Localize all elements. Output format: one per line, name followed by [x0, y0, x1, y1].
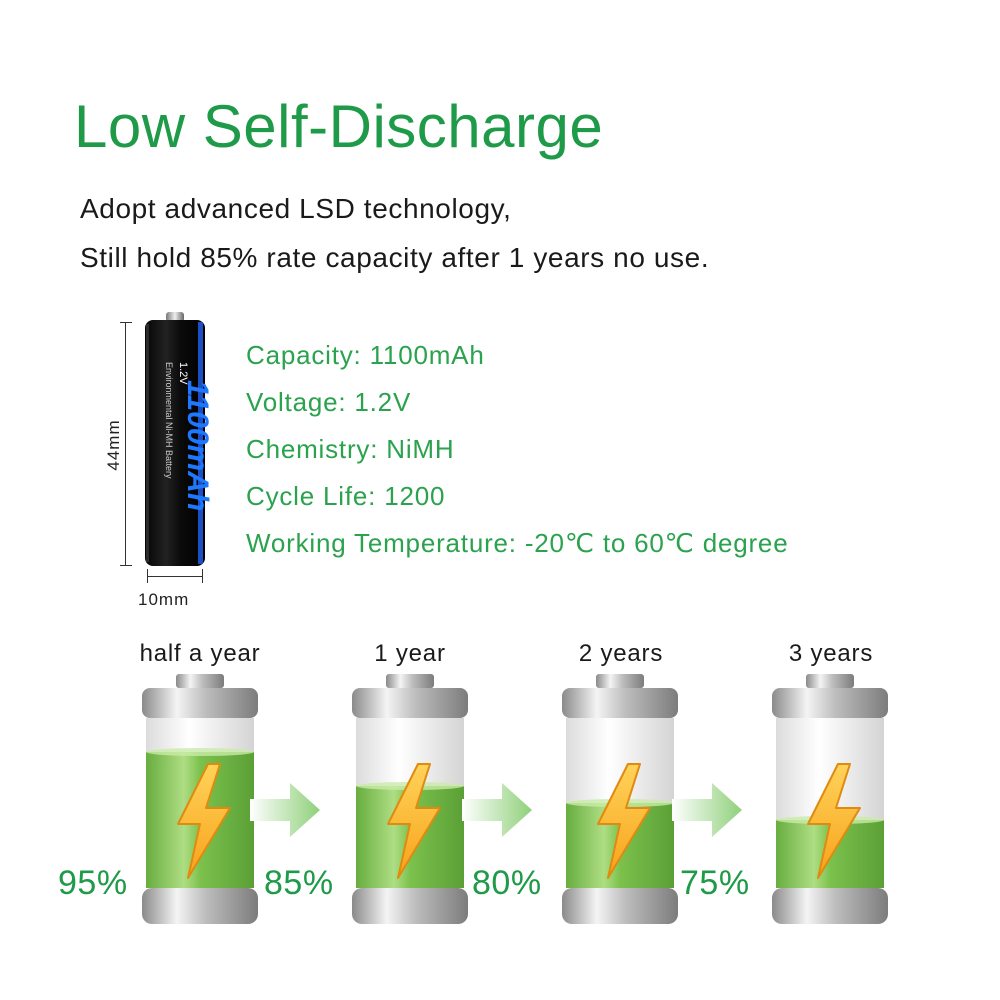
progress-arrow-icon — [462, 783, 532, 837]
battery-charge-cell — [772, 674, 888, 924]
progress-arrow-icon — [672, 783, 742, 837]
width-dimension-line — [147, 569, 203, 583]
period-label-half-year: half a year — [139, 640, 261, 667]
percent-label-95: 95% — [58, 864, 128, 902]
battery-charge-cell — [562, 674, 678, 924]
spec-voltage: Voltage: 1.2V — [246, 387, 412, 417]
height-dimension-line — [120, 322, 132, 566]
intro-line-2: Still hold 85% rate capacity after 1 yea… — [80, 242, 710, 273]
page-title: Low Self-Discharge — [74, 93, 604, 160]
battery-voltage-text: 1.2V — [177, 362, 189, 385]
period-label-2-years: 2 years — [578, 640, 664, 667]
period-label-1-year: 1 year — [374, 640, 446, 667]
period-label-3-years: 3 years — [788, 640, 874, 667]
battery-charge-cell — [352, 674, 468, 924]
battery-charge-cell — [142, 674, 258, 924]
height-dimension-label: 44mm — [104, 419, 123, 471]
progress-arrow-icon — [250, 783, 320, 837]
spec-working-temperature: Working Temperature: -20℃ to 60℃ degree — [246, 528, 789, 558]
spec-capacity: Capacity: 1100mAh — [246, 340, 485, 370]
battery-type-text: Environmental Ni-MH Battery — [164, 362, 174, 479]
battery-capacity-text: 1100mAh — [181, 380, 210, 511]
spec-chemistry: Chemistry: NiMH — [246, 434, 455, 464]
percent-label-75: 75% — [680, 864, 750, 902]
width-dimension-label: 10mm — [138, 590, 190, 609]
percent-label-80: 80% — [472, 864, 542, 902]
aaa-battery-image: 1.2V 1100mAh Environmental Ni-MH Battery — [145, 312, 210, 566]
spec-cycle-life: Cycle Life: 1200 — [246, 481, 446, 511]
intro-line-1: Adopt advanced LSD technology, — [80, 193, 512, 224]
percent-label-85: 85% — [264, 864, 334, 902]
